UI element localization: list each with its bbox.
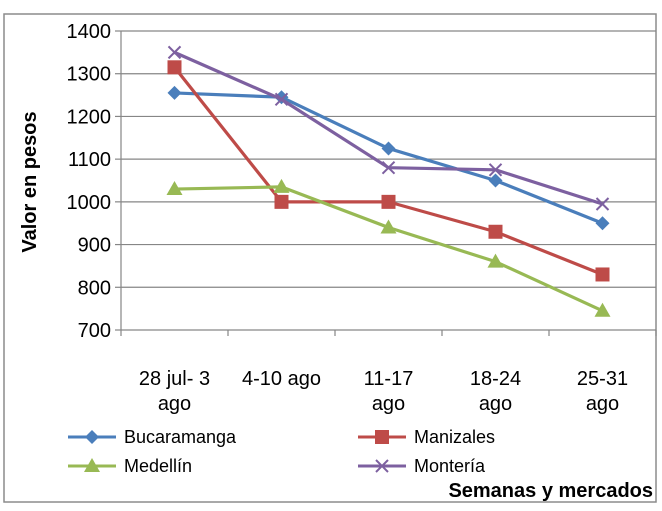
y-tick-label: 700 [78,320,111,342]
data-point [166,181,183,196]
series-layer [166,45,611,317]
x-tick-label: 28 jul- 3 [139,368,210,390]
x-tick-label: 11-17 [364,368,414,390]
legend-item: Manizales [358,427,495,447]
data-point [274,92,289,107]
y-tick-label: 1200 [67,106,112,128]
series-3 [166,178,611,317]
x-tick-label: 25-31 [577,368,628,390]
data-point [595,197,610,211]
tick-labels: 700 800 900 1000 1100 1200 1300 1400 28 jul- 3 ag… [67,21,629,415]
data-point [85,430,99,444]
legend-label: Montería [414,456,486,476]
y-tick-label: 1300 [67,64,112,86]
legend-label: Medellín [124,456,192,476]
data-point [487,253,504,268]
legend-label: Manizales [414,427,495,447]
data-point [488,173,503,188]
data-point [488,224,503,239]
x-axis-title: Semanas y mercados [448,480,653,502]
y-tick-label: 900 [78,235,111,257]
data-point [381,194,396,209]
data-point [380,219,397,234]
y-tick-label: 1100 [68,149,111,171]
data-point [488,163,503,177]
data-point [595,216,610,231]
data-point [595,267,610,282]
data-point [167,85,182,100]
data-point [167,45,182,60]
x-tick-label: 4-10 ago [242,368,321,390]
y-axis-title: Valor en pesos [19,111,41,252]
series-1 [167,85,610,231]
legend: Bucaramanga Manizales Medellín Montería [68,427,495,476]
data-point [375,430,389,444]
x-tick-label: ago [372,393,405,415]
data-point [381,160,396,175]
series-4 [167,45,610,211]
data-point [381,141,396,156]
legend-item: Bucaramanga [68,427,237,447]
axes [115,30,657,336]
y-tick-label: 800 [78,277,111,299]
y-tick-label: 1400 [67,21,112,43]
y-tick-label: 1000 [67,192,112,214]
legend-label: Bucaramanga [124,427,237,447]
x-tick-label: ago [158,393,191,415]
gridlines [121,30,656,288]
data-point [375,459,389,473]
data-point [167,60,182,75]
chart-border [3,13,657,503]
series-2 [167,60,610,282]
x-tick-label: ago [479,393,512,415]
legend-item: Medellín [68,456,192,476]
data-point [273,178,290,193]
legend-item: Montería [358,456,486,476]
data-point [84,458,100,472]
data-point [594,302,611,317]
x-tick-label: 18-24 [470,368,521,390]
data-point [274,194,289,209]
x-tick-label: ago [586,393,619,415]
